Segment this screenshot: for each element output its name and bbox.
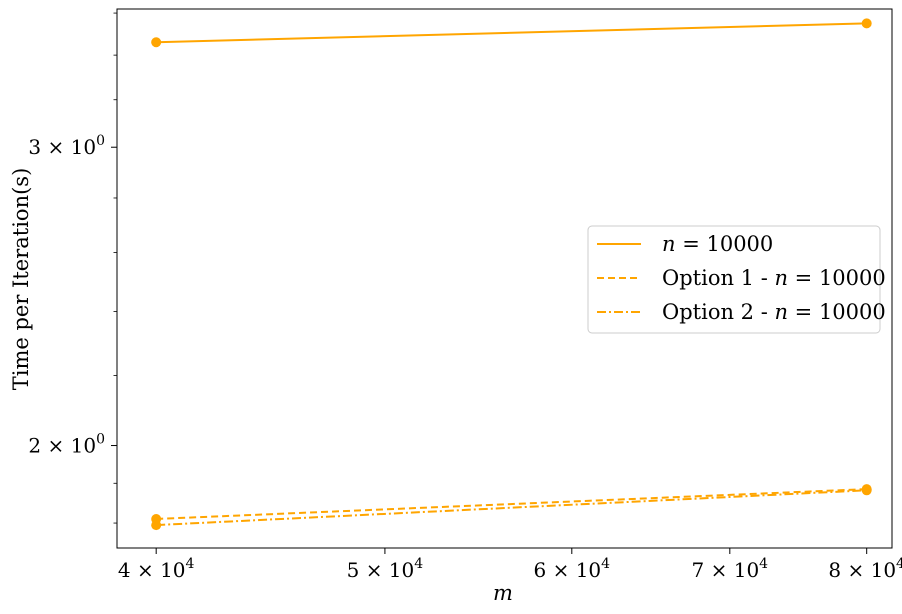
- y-axis-label: Time per Iteration(s): [9, 168, 33, 391]
- legend-label-2: Option 2 - n = 10000: [662, 300, 886, 324]
- series-0-line: [156, 22, 867, 44]
- series-0-point-1: [861, 18, 872, 29]
- legend-box: [587, 225, 881, 334]
- x-axis-label: m: [493, 581, 513, 605]
- plot-frame: [116, 8, 893, 549]
- x-tick-label-2: 6 × 104: [534, 556, 611, 582]
- plot-area: [116, 8, 893, 549]
- x-tick-label-3: 7 × 104: [692, 556, 769, 582]
- x-tick-label-4: 8 × 104: [828, 556, 902, 582]
- legend-label-0: n = 10000: [662, 232, 773, 256]
- series-2-line: [156, 489, 867, 527]
- y-axis-ticks: 2 × 100 3 × 100: [28, 12, 117, 524]
- legend-label-1: Option 1 - n = 10000: [662, 266, 886, 290]
- series-0-point-0: [151, 37, 162, 48]
- legend: n = 10000 Option 1 - n = 10000 Option 2 - …: [587, 225, 886, 334]
- x-tick-label-0: 4 × 104: [118, 556, 195, 582]
- series-2-point-0: [151, 520, 162, 531]
- x-tick-label-1: 5 × 104: [347, 556, 424, 582]
- y-tick-label-0: 2 × 100: [28, 432, 105, 458]
- series-layer: [151, 18, 872, 531]
- y-tick-label-1: 3 × 100: [28, 133, 105, 159]
- series-2-point-1: [861, 485, 872, 496]
- x-axis-ticks: 4 × 104 5 × 104 6 × 104 7 × 104 8 × 104: [118, 548, 902, 582]
- series-1-line: [156, 488, 867, 520]
